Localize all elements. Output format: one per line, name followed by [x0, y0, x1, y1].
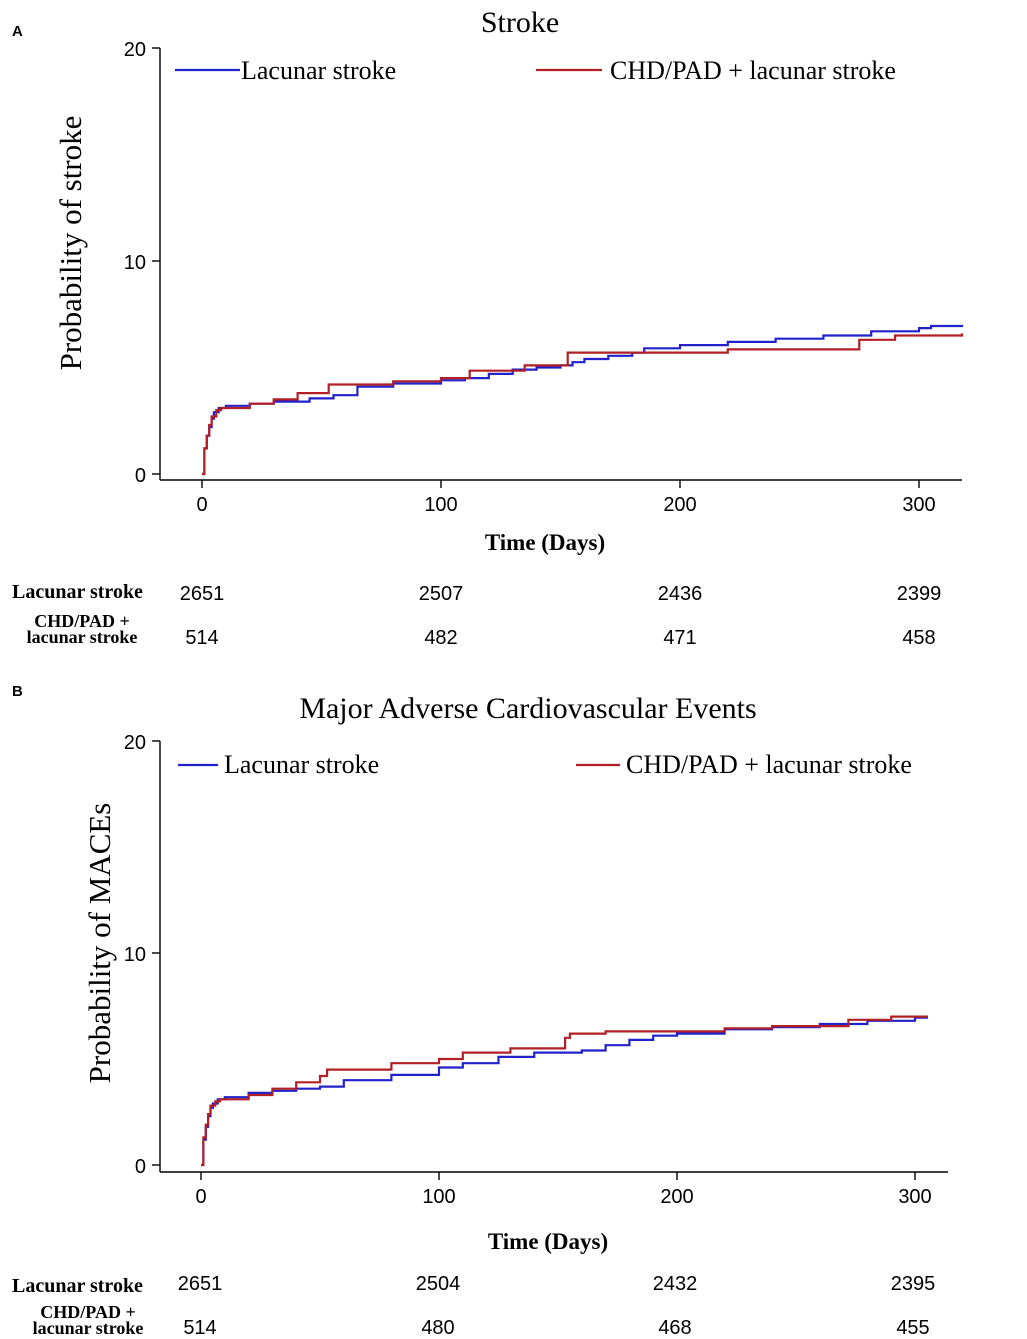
risk-value-b-r1-c1: 480	[421, 1317, 454, 1339]
risk-row-label-chd-line2-b: lacunar stroke	[33, 1318, 144, 1338]
x-tick-label-0-b: 0	[195, 1186, 206, 1208]
risk-value-a-r0-c2: 2436	[658, 583, 703, 605]
risk-value-a-r0-c1: 2507	[419, 583, 464, 605]
legend-label-lacunar-a: Lacunar stroke	[241, 56, 396, 85]
risk-value-b-r0-c0: 2651	[178, 1273, 223, 1295]
risk-value-a-r1-c0: 514	[185, 627, 218, 649]
legend-label-lacunar-b: Lacunar stroke	[224, 750, 379, 779]
x-tick-label-300-b: 300	[898, 1186, 931, 1208]
panel-label-a: A	[12, 23, 23, 40]
y-axis-label-a: Probability of stroke	[53, 116, 88, 371]
legend-label-chd-b: CHD/PAD + lacunar stroke	[626, 750, 912, 779]
panel-label-b: B	[12, 683, 23, 700]
risk-value-a-r0-c0: 2651	[180, 583, 225, 605]
y-axis-label-b: Probability of MACEs	[82, 803, 117, 1084]
risk-row-label-lacunar-b: Lacunar stroke	[12, 1275, 143, 1297]
risk-value-b-r1-c3: 455	[896, 1317, 929, 1339]
x-tick-label-0-a: 0	[196, 494, 207, 516]
y-tick-label-0-a: 0	[135, 465, 146, 487]
risk-value-b-r1-c2: 468	[658, 1317, 691, 1339]
risk-row-label-chd-line1-a: CHD/PAD +	[34, 611, 129, 631]
y-tick-label-0-b: 0	[135, 1156, 146, 1178]
y-tick-label-10-a: 10	[124, 252, 146, 274]
panel-b: B Major Adverse Cardiovascular Events 20…	[12, 683, 948, 1339]
risk-value-a-r0-c3: 2399	[897, 583, 942, 605]
series-line-lacunar-a	[202, 324, 964, 476]
series-line-chd-a	[202, 333, 964, 476]
x-tick-label-300-a: 300	[902, 494, 935, 516]
series-line-chd-b	[201, 1015, 928, 1167]
risk-value-b-r0-c2: 2432	[653, 1273, 698, 1295]
series-line-lacunar-b	[201, 1016, 928, 1167]
risk-row-label-chd-line1-b: CHD/PAD +	[40, 1302, 135, 1322]
risk-value-a-r1-c2: 471	[663, 627, 696, 649]
risk-value-b-r0-c1: 2504	[416, 1273, 461, 1295]
chart-title-a: Stroke	[481, 6, 559, 39]
risk-value-a-r1-c3: 458	[902, 627, 935, 649]
risk-row-label-lacunar-a: Lacunar stroke	[12, 581, 143, 603]
risk-value-b-r0-c3: 2395	[891, 1273, 936, 1295]
x-axis-label-b: Time (Days)	[488, 1229, 608, 1254]
x-tick-label-100-a: 100	[424, 494, 457, 516]
risk-row-label-chd-line2-a: lacunar stroke	[27, 627, 138, 647]
chart-title-b: Major Adverse Cardiovascular Events	[299, 692, 756, 725]
y-tick-label-10-b: 10	[124, 944, 146, 966]
x-axis-label-a: Time (Days)	[485, 530, 605, 555]
panel-a: A Stroke 20 10 0 0 100 200 300 Time (Day…	[12, 6, 964, 649]
risk-value-b-r1-c0: 514	[183, 1317, 216, 1339]
y-tick-label-20-b: 20	[124, 732, 146, 754]
x-tick-label-200-a: 200	[663, 494, 696, 516]
x-tick-label-100-b: 100	[422, 1186, 455, 1208]
x-tick-label-200-b: 200	[660, 1186, 693, 1208]
y-tick-label-20-a: 20	[124, 39, 146, 61]
risk-value-a-r1-c1: 482	[424, 627, 457, 649]
legend-label-chd-a: CHD/PAD + lacunar stroke	[610, 56, 896, 85]
